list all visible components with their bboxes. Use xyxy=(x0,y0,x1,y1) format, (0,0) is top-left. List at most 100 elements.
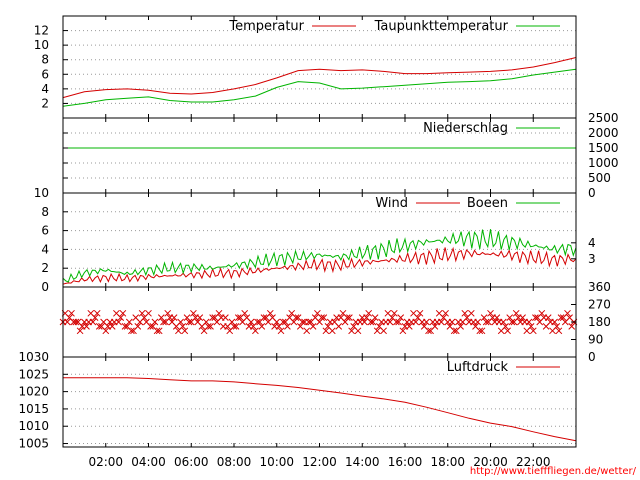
wind-direction-marker xyxy=(512,309,520,317)
wind-direction-marker xyxy=(292,314,300,321)
wind-direction-marker xyxy=(63,318,71,326)
x-tick-label: 08:00 xyxy=(217,455,252,469)
wind-direction-marker xyxy=(348,327,355,335)
y-tick-label: 12 xyxy=(34,24,49,38)
wind-direction-marker xyxy=(322,327,330,335)
wind-direction-marker xyxy=(247,318,255,326)
wind-direction-marker xyxy=(138,309,146,317)
wind-direction-marker xyxy=(164,309,172,317)
wind-direction-marker xyxy=(117,314,125,321)
wind-direction-markers xyxy=(59,309,578,335)
wind-direction-marker xyxy=(232,323,240,330)
wind-direction-marker xyxy=(160,318,167,326)
wind-direction-marker xyxy=(431,323,439,330)
y-tick-label: 1500 xyxy=(588,141,619,155)
wind-direction-marker xyxy=(155,327,163,335)
wind-direction-marker xyxy=(241,309,249,317)
wind-direction-marker xyxy=(108,323,116,330)
frame-layer xyxy=(62,15,577,448)
y-tick-label: 6 xyxy=(41,224,49,238)
wind-direction-marker xyxy=(416,309,424,317)
series-layer xyxy=(59,57,578,442)
x-tick-label: 14:00 xyxy=(345,455,380,469)
wind-direction-marker xyxy=(303,327,311,335)
x-tick-label: 02:00 xyxy=(88,455,123,469)
wind-direction-marker xyxy=(299,318,306,326)
wind-direction-marker xyxy=(328,327,336,335)
wind-direction-marker xyxy=(320,314,328,321)
wind-direction-marker xyxy=(185,318,193,326)
x-tick-label: 16:00 xyxy=(388,455,423,469)
wind-direction-marker xyxy=(437,318,445,326)
wind-direction-marker xyxy=(266,309,274,317)
wind-direction-marker xyxy=(128,327,135,335)
wind-direction-marker xyxy=(399,327,407,335)
wind-direction-marker xyxy=(83,323,90,330)
footer-url[interactable]: http://www.tiefffliegen.de/wetter/ xyxy=(470,466,637,477)
y-tick-label: 1015 xyxy=(18,402,49,416)
y2-tick-label: 180 xyxy=(588,315,611,329)
wind-direction-marker xyxy=(527,323,535,330)
wind-direction-marker xyxy=(354,327,362,335)
wind-direction-marker xyxy=(425,327,432,335)
wind-direction-marker xyxy=(93,309,101,317)
wind-direction-marker xyxy=(395,318,402,326)
y2-tick-label: 90 xyxy=(588,333,603,347)
wind-direction-marker xyxy=(544,314,552,321)
x-tick-label: 06:00 xyxy=(174,455,209,469)
wind-direction-marker xyxy=(519,314,526,321)
panel-frame xyxy=(62,356,577,448)
series-line-wind-0 xyxy=(62,246,577,285)
y2-tick-label: 270 xyxy=(588,298,611,312)
wind-direction-marker xyxy=(369,318,377,326)
wind-direction-marker xyxy=(335,323,343,330)
y-tick-label: 500 xyxy=(588,171,611,185)
wind-direction-marker xyxy=(91,314,99,321)
x-tick-label: 04:00 xyxy=(131,455,166,469)
x-tick-label: 12:00 xyxy=(302,455,337,469)
wind-direction-marker xyxy=(318,314,325,321)
series-line-temperature-1 xyxy=(62,68,577,107)
wind-direction-marker xyxy=(68,309,75,317)
y-tick-label: 8 xyxy=(41,205,49,219)
wind-direction-marker xyxy=(461,309,469,317)
y-tick-label: 0 xyxy=(588,186,596,200)
wind-direction-marker xyxy=(555,327,563,335)
wind-direction-marker xyxy=(504,327,511,335)
legend-label: Taupunkttemperatur xyxy=(374,19,509,34)
wind-direction-marker xyxy=(564,309,571,317)
wind-direction-marker xyxy=(179,323,187,330)
y-tick-label: 2500 xyxy=(588,111,619,125)
y-tick-label: 10 xyxy=(34,38,49,52)
legend-label: Temperatur xyxy=(228,19,304,34)
y-tick-label: 4 xyxy=(41,82,49,96)
wind-direction-marker xyxy=(346,314,353,321)
wind-direction-marker xyxy=(204,323,212,330)
wind-direction-marker xyxy=(553,323,561,330)
wind-direction-marker xyxy=(442,309,449,317)
wind-direction-marker xyxy=(309,323,317,330)
wind-direction-marker xyxy=(568,323,576,330)
y-tick-label: 1030 xyxy=(18,350,49,364)
wind-direction-marker xyxy=(467,309,475,317)
wind-direction-marker xyxy=(343,314,351,321)
wind-direction-marker xyxy=(538,309,546,317)
wind-direction-marker xyxy=(102,327,110,335)
y-tick-label: 6 xyxy=(41,67,49,81)
y2-tick-label: 4 xyxy=(588,236,596,250)
wind-direction-marker xyxy=(134,323,142,330)
wind-direction-marker xyxy=(215,309,223,317)
x-tick-label: 10:00 xyxy=(259,455,294,469)
wind-direction-marker xyxy=(273,318,281,326)
wind-direction-marker xyxy=(153,327,161,335)
x-tick-label: 20:00 xyxy=(473,455,508,469)
y-tick-label: 0 xyxy=(41,280,49,294)
legend-label: Luftdruck xyxy=(447,360,509,375)
legend-label: Wind xyxy=(375,196,408,211)
y-tick-label: 1000 xyxy=(588,156,619,170)
wind-direction-marker xyxy=(493,314,501,321)
wind-direction-marker xyxy=(89,318,97,326)
wind-direction-marker xyxy=(72,318,80,326)
